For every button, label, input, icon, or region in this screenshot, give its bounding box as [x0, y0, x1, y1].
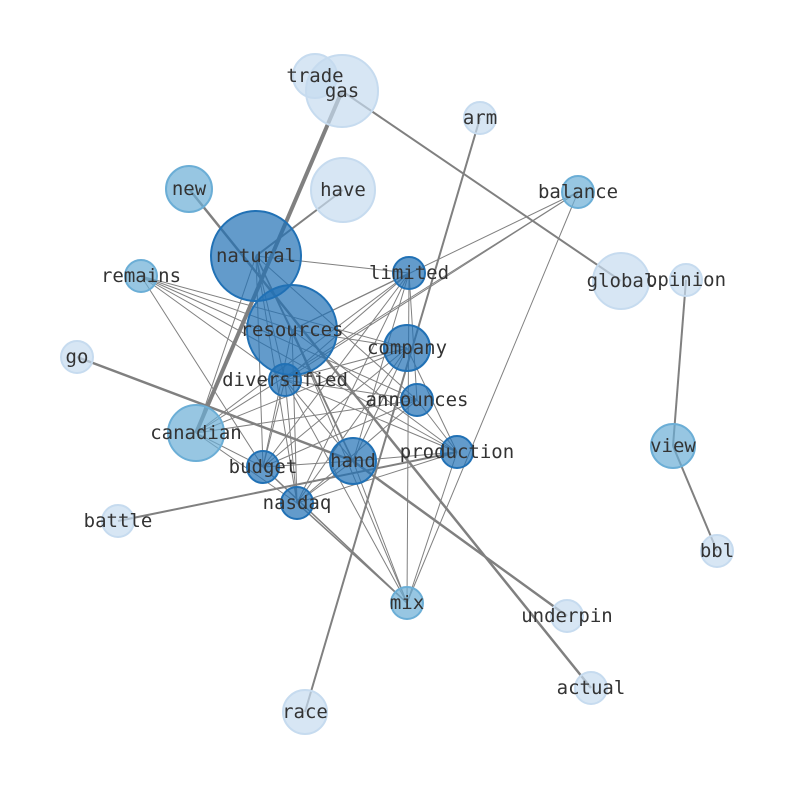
- node-canadian[interactable]: [167, 404, 225, 462]
- node-race[interactable]: [282, 689, 328, 735]
- node-label-natural: natural: [216, 245, 296, 267]
- edge-company-budget: [262, 347, 408, 468]
- node-label-bbl: bbl: [700, 540, 734, 562]
- node-new[interactable]: [165, 165, 213, 213]
- node-natural[interactable]: [210, 210, 302, 302]
- edge-remains-budget: [140, 275, 264, 468]
- node-label-announces: announces: [366, 389, 469, 411]
- node-company[interactable]: [383, 324, 431, 372]
- node-global[interactable]: [592, 252, 650, 310]
- node-label-resources: resources: [241, 319, 344, 341]
- node-label-gas: gas: [325, 80, 359, 102]
- node-label-nasdaq: nasdaq: [263, 492, 332, 514]
- node-label-battle: battle: [84, 510, 153, 532]
- node-label-diversified: diversified: [222, 369, 348, 391]
- node-nasdaq[interactable]: [280, 486, 314, 520]
- edge-balance-mix: [406, 191, 579, 604]
- edge-limited-mix: [406, 272, 410, 604]
- node-remains[interactable]: [124, 259, 158, 293]
- node-label-global: global: [587, 270, 656, 292]
- node-label-production: production: [400, 441, 514, 463]
- node-budget[interactable]: [246, 450, 280, 484]
- edge-company-nasdaq: [296, 347, 408, 504]
- node-label-underpin: underpin: [521, 605, 613, 627]
- node-bbl[interactable]: [700, 534, 734, 568]
- node-label-opinion: opinion: [646, 269, 726, 291]
- edge-diversified-production: [284, 379, 458, 453]
- node-label-view: view: [650, 435, 696, 457]
- edge-company-canadian: [195, 347, 408, 434]
- node-label-budget: budget: [229, 456, 298, 478]
- node-mix[interactable]: [390, 586, 424, 620]
- edge-hand-mix: [352, 460, 408, 604]
- edge-balance-canadian: [195, 191, 579, 434]
- edge-arm-race: [304, 117, 481, 713]
- edge-battle-production: [117, 451, 458, 522]
- node-label-have: have: [320, 179, 366, 201]
- node-limited[interactable]: [392, 256, 426, 290]
- node-label-mix: mix: [390, 592, 424, 614]
- node-diversified[interactable]: [268, 363, 302, 397]
- edge-diversified-nasdaq: [284, 379, 298, 504]
- node-label-hand: hand: [330, 450, 376, 472]
- node-label-arm: arm: [463, 107, 497, 129]
- edge-opinion-view: [672, 279, 687, 447]
- node-actual[interactable]: [574, 671, 608, 705]
- node-hand[interactable]: [329, 437, 377, 485]
- node-gas[interactable]: [305, 54, 379, 128]
- node-have[interactable]: [310, 157, 376, 223]
- node-battle[interactable]: [101, 504, 135, 538]
- node-go[interactable]: [60, 340, 94, 374]
- node-arm[interactable]: [463, 101, 497, 135]
- edge-production-mix: [406, 451, 458, 604]
- node-opinion[interactable]: [669, 263, 703, 297]
- node-view[interactable]: [650, 423, 696, 469]
- edge-announces-canadian: [195, 399, 418, 434]
- node-label-company: company: [367, 337, 447, 359]
- node-production[interactable]: [440, 435, 474, 469]
- edge-diversified-announces: [284, 379, 418, 401]
- edge-balance-resources: [291, 191, 579, 331]
- edge-limited-budget: [262, 272, 410, 468]
- edge-announces-budget: [262, 399, 418, 468]
- node-label-balance: balance: [538, 181, 618, 203]
- node-label-race: race: [282, 701, 328, 723]
- node-label-actual: actual: [557, 677, 626, 699]
- node-label-canadian: canadian: [150, 422, 242, 444]
- node-label-go: go: [66, 346, 89, 368]
- nodes-layer: [60, 53, 734, 735]
- edge-limited-nasdaq: [296, 272, 410, 504]
- edge-production-nasdaq: [296, 451, 458, 504]
- node-announces[interactable]: [400, 383, 434, 417]
- node-label-limited: limited: [369, 262, 449, 284]
- node-label-new: new: [172, 178, 207, 200]
- edge-hand-underpin: [352, 459, 568, 618]
- edge-nasdaq-mix: [296, 502, 408, 604]
- node-underpin[interactable]: [550, 599, 584, 633]
- edge-gas-global: [341, 90, 622, 282]
- node-balance[interactable]: [561, 175, 595, 209]
- edge-go-hand: [76, 355, 354, 463]
- node-label-remains: remains: [101, 265, 181, 287]
- node-label-trade: trade: [286, 65, 343, 87]
